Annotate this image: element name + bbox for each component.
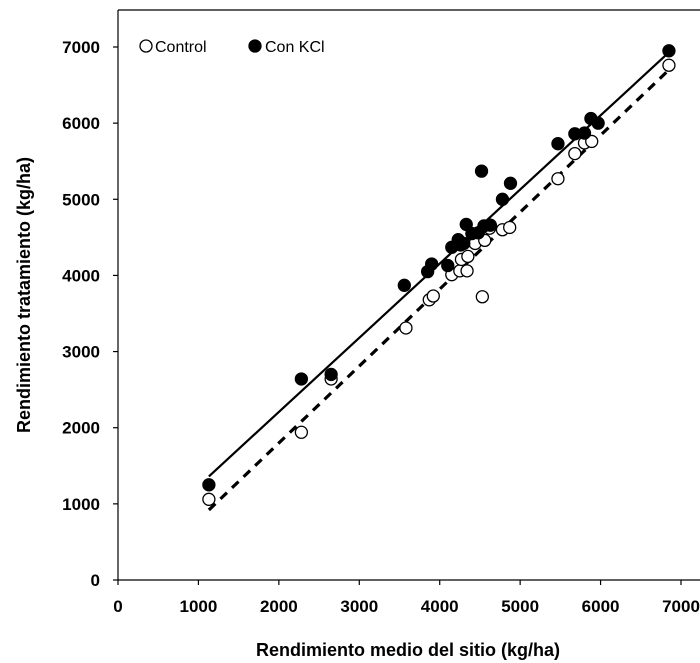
point-con-kcl	[577, 126, 592, 140]
x-tick-label: 4000	[421, 597, 459, 616]
x-tick-label: 6000	[582, 597, 620, 616]
point-control	[503, 220, 517, 235]
y-tick-label: 5000	[62, 190, 100, 209]
legend-marker-con-kcl	[248, 39, 262, 53]
y-tick-label: 2000	[62, 419, 100, 438]
point-control	[585, 134, 599, 149]
point-con-kcl	[591, 116, 605, 130]
point-control	[568, 146, 582, 161]
point-control	[460, 264, 474, 278]
point-control	[202, 492, 216, 506]
point-con-kcl	[202, 478, 216, 492]
point-control	[461, 249, 475, 264]
x-tick-label: 2000	[260, 597, 298, 616]
point-control	[399, 321, 413, 335]
point-con-kcl	[503, 176, 518, 190]
point-con-kcl	[551, 137, 565, 151]
y-tick-label: 1000	[62, 495, 100, 514]
legend: Control Con KCl	[139, 39, 325, 56]
point-control	[475, 290, 489, 304]
point-control	[662, 58, 676, 72]
point-con-kcl	[474, 164, 489, 178]
point-con-kcl	[662, 44, 676, 58]
trendline-control	[207, 68, 671, 512]
plot-area	[117, 9, 700, 581]
y-tick-label: 0	[91, 571, 100, 590]
point-control	[551, 172, 565, 186]
y-axis-title: Rendimiento tratamiento (kg/ha)	[14, 157, 34, 433]
point-con-kcl	[441, 258, 455, 273]
x-tick-label: 5000	[501, 597, 539, 616]
x-tick-label: 1000	[180, 597, 218, 616]
point-control	[426, 289, 440, 303]
trendline-con-kcl	[208, 51, 670, 478]
y-tick-label: 6000	[62, 114, 100, 133]
x-ticks: 0 1000 2000 3000 4000 5000 6000 7000	[113, 580, 700, 616]
y-ticks: 0 1000 2000 3000 4000 5000 6000 7000	[62, 38, 118, 590]
x-axis-title: Rendimiento medio del sitio (kg/ha)	[256, 640, 560, 660]
point-control	[294, 425, 309, 439]
point-con-kcl	[397, 278, 411, 292]
y-tick-label: 4000	[62, 266, 100, 285]
legend-label-control: Control	[155, 39, 207, 56]
point-con-kcl	[457, 236, 471, 251]
point-con-kcl	[324, 367, 338, 382]
point-con-kcl	[495, 192, 510, 206]
point-con-kcl	[425, 257, 439, 271]
legend-marker-control	[139, 39, 153, 53]
data-points	[202, 44, 676, 506]
x-tick-label: 3000	[340, 597, 378, 616]
y-tick-label: 3000	[62, 343, 100, 362]
x-tick-label: 0	[113, 597, 122, 616]
x-tick-label: 7000	[662, 597, 700, 616]
point-con-kcl	[483, 218, 498, 232]
point-con-kcl	[294, 372, 309, 386]
y-tick-label: 7000	[62, 38, 100, 57]
legend-label-con-kcl: Con KCl	[265, 39, 325, 56]
